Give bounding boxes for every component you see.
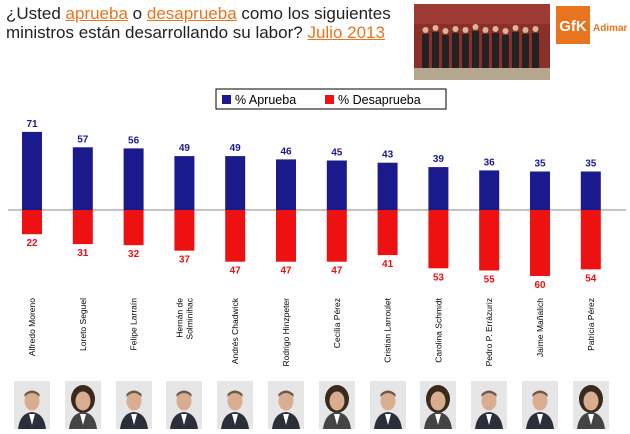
label-disapprove-10: 60	[534, 280, 546, 291]
bar-approve-6	[326, 160, 347, 210]
legend-swatch-disapprove	[325, 95, 334, 104]
label-disapprove-5: 47	[280, 266, 292, 277]
minister-portrait-6	[318, 381, 355, 429]
legend-swatch-approve	[222, 95, 231, 104]
category-label-10: Jaime Mañalich	[535, 298, 545, 357]
minister-portrait-5	[268, 381, 304, 429]
label-disapprove-8: 53	[433, 272, 445, 283]
bar-approve-5	[276, 159, 296, 210]
label-disapprove-7: 41	[382, 259, 394, 270]
minister-portrait-0	[14, 381, 50, 429]
category-label-5: Rodrigo Hinzpeter	[281, 298, 291, 367]
title-period: Julio 2013	[307, 23, 385, 42]
category-label-6: Cecilia Pérez	[332, 298, 342, 348]
minister-portrait-1	[64, 381, 101, 429]
bar-approve-7	[377, 162, 398, 210]
label-disapprove-0: 22	[26, 238, 38, 249]
minister-portrait-3	[166, 381, 203, 429]
logo-name: Adimark	[593, 23, 628, 34]
label-approve-3: 49	[179, 143, 191, 154]
category-label-7: Cristian Larroulet	[383, 297, 393, 362]
legend-label-approve: % Aprueba	[235, 93, 296, 107]
category-label-3-0: Hernán de	[174, 298, 184, 338]
category-label-8: Carolina Schmidt	[433, 297, 443, 362]
bar-approve-8	[428, 167, 449, 210]
bar-approve-1	[72, 147, 93, 210]
label-approve-7: 43	[382, 150, 394, 161]
label-approve-4: 49	[230, 143, 242, 154]
label-approve-6: 45	[331, 148, 343, 159]
bar-disapprove-9	[479, 210, 500, 271]
gfk-adimark-logo: GfK Adimark	[556, 4, 630, 48]
bar-approve-10	[530, 171, 550, 210]
bar-disapprove-11	[580, 210, 601, 270]
bar-disapprove-0	[22, 210, 42, 235]
minister-portrait-11	[572, 381, 609, 429]
logo-brand: GfK	[559, 18, 587, 35]
bar-approve-4	[225, 156, 246, 210]
label-disapprove-3: 37	[179, 255, 191, 266]
minister-portrait-8	[420, 381, 457, 429]
bar-approve-11	[580, 171, 601, 210]
bar-disapprove-7	[377, 210, 398, 256]
label-approve-11: 35	[585, 159, 597, 170]
minister-portrait-10	[522, 381, 558, 429]
category-label-2: Felipe Larraín	[129, 298, 139, 351]
label-approve-9: 36	[484, 157, 496, 168]
bar-disapprove-4	[225, 210, 246, 262]
bar-disapprove-10	[530, 210, 550, 276]
title-suffix: como los siguientes ministros están desa…	[6, 4, 391, 42]
cabinet-photo-image	[414, 4, 550, 80]
label-disapprove-9: 55	[484, 275, 496, 286]
label-approve-5: 46	[280, 146, 292, 157]
minister-portrait-9	[471, 381, 508, 429]
minister-portrait-2	[115, 381, 152, 429]
category-label-0: Alfredo Moreno	[27, 298, 37, 356]
label-approve-0: 71	[26, 119, 38, 130]
bar-approve-9	[479, 170, 500, 210]
cabinet-group-photo	[414, 4, 550, 80]
label-disapprove-1: 31	[77, 248, 89, 259]
bar-disapprove-5	[276, 210, 296, 262]
label-approve-1: 57	[77, 134, 89, 145]
bar-approve-3	[174, 156, 195, 210]
title-disapprove-word: desaprueba	[146, 4, 237, 23]
logo-badge	[556, 6, 590, 44]
label-disapprove-2: 32	[128, 249, 140, 260]
category-label-3-1: Solminihac	[184, 297, 194, 339]
label-disapprove-11: 54	[585, 273, 597, 284]
bar-approve-0	[22, 131, 42, 210]
bar-disapprove-6	[326, 210, 347, 262]
label-approve-10: 35	[534, 159, 546, 170]
category-label-11: Patricia Pérez	[586, 298, 596, 351]
title-approve-word: aprueba	[65, 4, 128, 23]
label-disapprove-6: 47	[331, 266, 343, 277]
category-label-4: Andrés Chadwick	[230, 297, 240, 364]
bar-approve-2	[123, 148, 144, 210]
minister-portrait-7	[369, 381, 406, 429]
legend-label-disapprove: % Desaprueba	[338, 93, 421, 107]
title-prefix: ¿Usted	[6, 4, 61, 23]
category-label-9: Pedro P. Errázuriz	[484, 298, 494, 366]
chart-title: ¿Usted aprueba o desaprueba como los sig…	[6, 4, 406, 42]
bar-disapprove-1	[72, 210, 93, 245]
label-approve-2: 56	[128, 135, 140, 146]
chart-legend: % Aprueba % Desaprueba	[215, 88, 447, 110]
category-label-1: Loreto Seguel	[78, 298, 88, 351]
minister-portrait-4	[217, 381, 254, 429]
label-disapprove-4: 47	[230, 266, 242, 277]
label-approve-8: 39	[433, 154, 445, 165]
bar-disapprove-2	[123, 210, 144, 246]
bar-disapprove-3	[174, 210, 195, 251]
bar-disapprove-8	[428, 210, 449, 269]
title-mid: o	[132, 4, 143, 23]
